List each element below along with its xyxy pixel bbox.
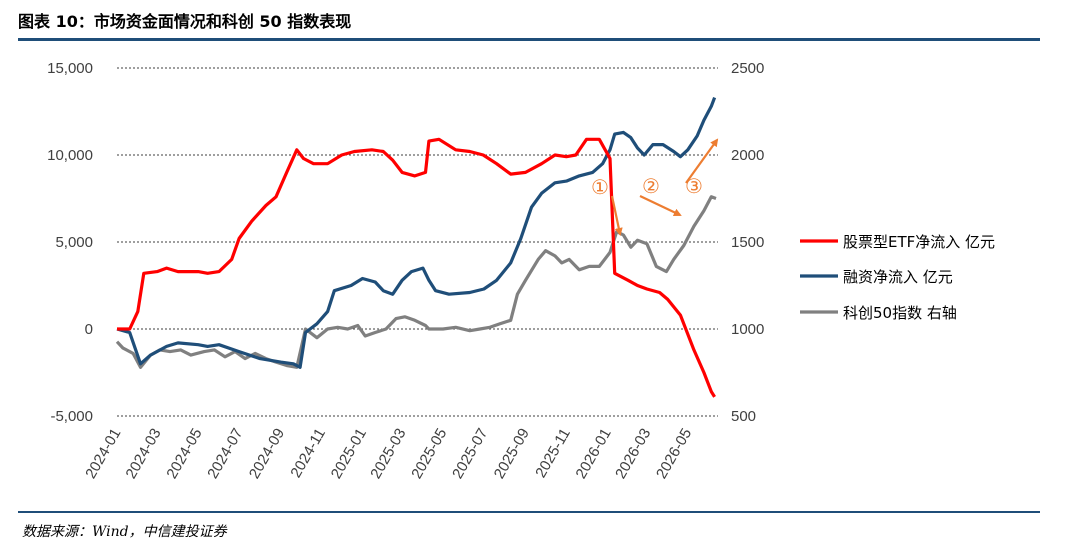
etf-flow-line — [117, 137, 716, 398]
left-tick-label: -5,000 — [50, 408, 93, 425]
right-axis-ticks: 2500 2000 1500 1000 500 — [731, 60, 764, 425]
x-tick-label: 2026-05 — [653, 426, 695, 482]
annotation-mark: ① — [591, 175, 609, 199]
chart-canvas: 15,000 10,000 5,000 0 -5,000 2500 2000 1500 100… — [47, 60, 995, 482]
right-tick-label: 1500 — [731, 234, 764, 251]
trend-arrow — [639, 195, 682, 217]
x-tick-label: 2024-09 — [246, 426, 288, 482]
right-tick-label: 2500 — [731, 60, 764, 77]
x-tick-label: 2024-05 — [163, 426, 205, 482]
right-tick-label: 1000 — [731, 321, 764, 338]
legend-label: 融资净流入 亿元 — [843, 268, 953, 286]
x-tick-label: 2025-05 — [408, 426, 450, 482]
margin-flow-line — [116, 97, 717, 369]
left-tick-label: 5,000 — [55, 234, 93, 251]
left-tick-label: 0 — [85, 321, 93, 338]
legend-label: 科创50指数 右轴 — [843, 304, 957, 322]
x-tick-label: 2024-11 — [287, 426, 329, 481]
x-tick-label: 2025-01 — [328, 426, 370, 482]
x-tick-label: 2025-03 — [367, 426, 409, 482]
x-tick-label: 2024-01 — [82, 426, 124, 482]
x-tick-label: 2025-11 — [532, 426, 574, 481]
left-tick-label: 10,000 — [47, 147, 93, 164]
grid-lines — [117, 67, 718, 417]
title-rule — [18, 38, 1040, 41]
left-tick-label: 15,000 — [47, 60, 93, 77]
chart-title: 图表 10：市场资金面情况和科创 50 指数表现 — [18, 12, 352, 31]
trend-arrow — [610, 195, 623, 236]
annotation-mark: ② — [642, 174, 660, 198]
annotations: ① ② ③ — [591, 138, 719, 236]
right-tick-label: 500 — [731, 408, 756, 425]
series-lines — [115, 97, 717, 398]
star50-index-line — [115, 195, 717, 369]
x-tick-label: 2026-01 — [573, 426, 615, 482]
left-axis-ticks: 15,000 10,000 5,000 0 -5,000 — [47, 60, 93, 425]
right-tick-label: 2000 — [731, 147, 764, 164]
x-tick-label: 2024-03 — [122, 426, 164, 482]
x-tick-label: 2026-03 — [612, 426, 654, 482]
x-tick-label: 2025-09 — [491, 426, 533, 482]
source-note: 数据来源：Wind，中信建投证券 — [22, 524, 227, 540]
footer-rule — [18, 511, 1040, 513]
x-tick-label: 2024-07 — [204, 426, 246, 482]
x-tick-label: 2025-07 — [449, 426, 491, 482]
annotation-mark: ③ — [685, 174, 703, 198]
trend-arrow — [685, 138, 719, 184]
legend-label: 股票型ETF净流入 亿元 — [843, 233, 995, 251]
